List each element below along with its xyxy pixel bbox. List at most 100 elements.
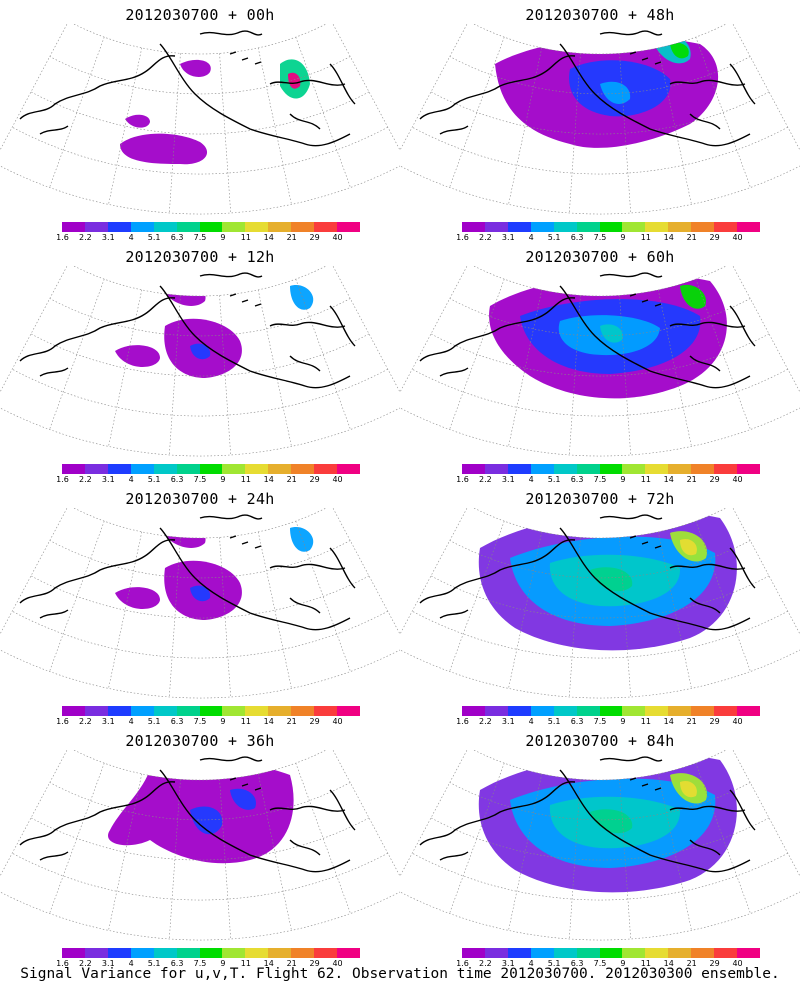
colorbar-tick-label: 4	[528, 475, 534, 484]
colorbar-tick-label: 9	[620, 959, 626, 968]
colorbar-labels: 1.6 2.2 3.1 4 5.1 6.3 7.5 9 11 14 21 29 40	[56, 233, 364, 243]
colorbar-swatch	[668, 222, 692, 232]
colorbar-tick-label: 3.1	[101, 717, 115, 726]
panel-title: 2012030700 + 24h	[125, 490, 275, 508]
colorbar-swatch	[337, 464, 360, 474]
colorbar-swatch	[668, 948, 692, 958]
colorbar-swatch	[245, 222, 269, 232]
colorbar-swatch	[62, 222, 85, 232]
coastline-segment	[229, 51, 262, 65]
colorbar-tick-label: 14	[663, 717, 674, 726]
colorbar-tick-label: 5.1	[147, 475, 161, 484]
colorbar-swatch	[714, 222, 738, 232]
variance-contour	[590, 567, 633, 592]
colorbar-swatch	[484, 948, 508, 958]
colorbar-swatch	[553, 706, 577, 716]
panel-title: 2012030700 + 60h	[525, 248, 675, 266]
colorbar-swatch	[130, 948, 154, 958]
variance-contour	[290, 285, 314, 310]
colorbar-swatch	[62, 706, 85, 716]
variance-contour	[115, 587, 160, 609]
colorbar	[462, 222, 760, 232]
colorbar-tick-label: 7.5	[193, 475, 207, 484]
coastline-segment	[599, 756, 663, 762]
colorbar-tick-label: 9	[620, 233, 626, 242]
coastline-segment	[289, 113, 321, 130]
coastline-segment	[19, 297, 176, 362]
colorbar	[462, 948, 760, 958]
variance-field	[489, 274, 727, 399]
colorbar-tick-label: 14	[663, 475, 674, 484]
coastline	[419, 514, 756, 631]
colorbar-tick-label: 4	[528, 233, 534, 242]
polar-map	[400, 266, 800, 457]
colorbar-tick-label: 4	[528, 717, 534, 726]
colorbar-swatch	[314, 222, 338, 232]
colorbar-swatch	[337, 222, 360, 232]
colorbar	[462, 464, 760, 474]
colorbar-swatch	[291, 222, 315, 232]
colorbar-tick-label: 7.5	[593, 717, 607, 726]
colorbar-swatch	[268, 222, 292, 232]
coastline-segment	[729, 305, 756, 347]
polar-map	[400, 508, 800, 699]
colorbar-tick-label: 9	[620, 475, 626, 484]
colorbar-tick-label: 1.6	[456, 717, 469, 726]
colorbar-tick-label: 6.3	[170, 475, 184, 484]
variance-field	[120, 59, 310, 165]
coastline-segment	[559, 285, 751, 389]
coastline-segment	[419, 297, 576, 362]
coastline-segment	[269, 321, 346, 328]
colorbar-tick-label: 21	[286, 233, 297, 242]
variance-contour	[230, 788, 256, 810]
colorbar-tick-label: 14	[263, 959, 274, 968]
colorbar-tick-label: 6.3	[170, 717, 184, 726]
coastline-segment	[559, 43, 751, 147]
colorbar-swatch	[553, 222, 577, 232]
coastline	[419, 756, 756, 873]
colorbar-swatch	[222, 222, 246, 232]
colorbar-tick-label: 5.1	[547, 475, 561, 484]
colorbar-tick-label: 21	[286, 717, 297, 726]
colorbar-swatch	[130, 222, 154, 232]
coastline-segment	[229, 293, 262, 307]
colorbar-swatch	[530, 948, 554, 958]
variance-contour	[190, 585, 211, 602]
panel-title: 2012030700 + 84h	[525, 732, 675, 750]
variance-field	[115, 523, 314, 620]
colorbar-tick-label: 2.2	[79, 475, 92, 484]
colorbar-swatch	[176, 222, 200, 232]
coastline	[19, 30, 356, 147]
colorbar-swatch	[291, 948, 315, 958]
colorbar-swatch	[176, 706, 200, 716]
variance-contour	[590, 809, 633, 834]
colorbar-tick-label: 40	[732, 233, 743, 242]
colorbar-labels: 1.6 2.2 3.1 4 5.1 6.3 7.5 9 11 14 21 29 40	[456, 717, 764, 727]
colorbar-tick-label: 11	[640, 717, 651, 726]
colorbar-tick-label: 11	[240, 233, 251, 242]
colorbar-swatch	[737, 464, 760, 474]
coastline-segment	[559, 769, 751, 873]
colorbar-swatch	[337, 948, 360, 958]
graticule	[400, 24, 800, 215]
colorbar-tick-label: 9	[220, 475, 226, 484]
colorbar-swatch	[107, 222, 131, 232]
coastline-segment	[39, 609, 69, 619]
colorbar-tick-label: 40	[732, 717, 743, 726]
colorbar-tick-label: 21	[686, 959, 697, 968]
forecast-panel: 2012030700 + 84h 1.6 2.2 3.1 4 5.1 6.3 7.5 9 11 14…	[400, 726, 800, 971]
coastline-segment	[199, 272, 263, 278]
colorbar-swatch	[530, 706, 554, 716]
colorbar-tick-label: 21	[686, 233, 697, 242]
panel-title: 2012030700 + 36h	[125, 732, 275, 750]
forecast-panel: 2012030700 + 12h 1.6 2.2 3.1 4 5.1 6.3 7.5 9 11 14…	[0, 242, 400, 487]
coastline-segment	[559, 527, 751, 631]
colorbar-swatch	[130, 706, 154, 716]
colorbar-swatch	[553, 948, 577, 958]
colorbar-tick-label: 3.1	[501, 717, 515, 726]
colorbar-tick-label: 40	[732, 959, 743, 968]
colorbar-tick-label: 7.5	[593, 475, 607, 484]
coastline-segment	[289, 597, 321, 614]
forecast-panel: 2012030700 + 48h 1.6 2.2 3.1 4 5.1 6.3 7.5 9 11 14…	[400, 0, 800, 245]
colorbar-swatch	[691, 706, 715, 716]
